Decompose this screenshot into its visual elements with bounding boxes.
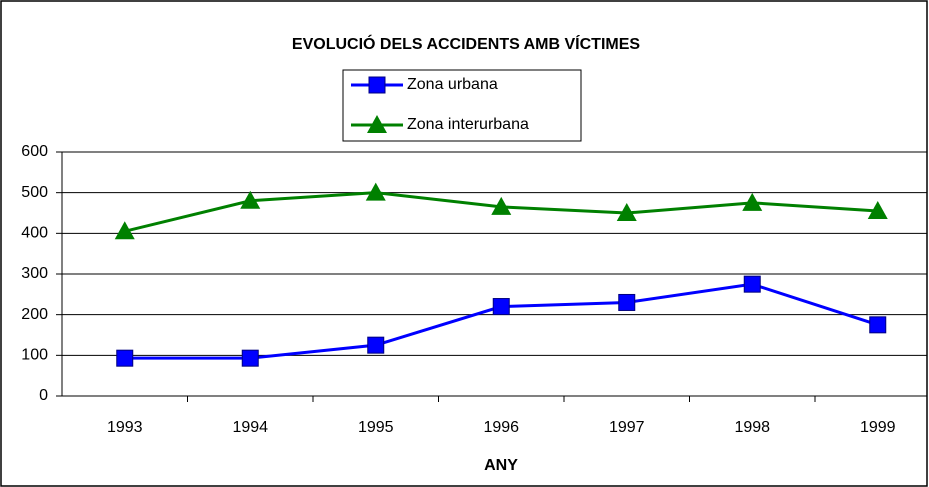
marker <box>869 316 887 334</box>
x-tick-label: 1998 <box>734 419 770 436</box>
y-tick-label: 200 <box>21 306 48 323</box>
marker <box>116 349 134 367</box>
marker <box>114 221 135 240</box>
y-tick-label: 400 <box>21 225 48 242</box>
chart-title: EVOLUCIÓ DELS ACCIDENTS AMB VÍCTIMES <box>292 34 640 53</box>
marker <box>618 293 636 311</box>
legend-label: Zona interurbana <box>407 116 529 133</box>
x-tick-label: 1996 <box>483 419 519 436</box>
legend-label: Zona urbana <box>407 76 498 93</box>
marker <box>240 190 261 209</box>
marker <box>867 200 888 219</box>
x-axis-label: ANY <box>484 457 518 474</box>
y-tick-label: 100 <box>21 347 48 364</box>
marker <box>241 349 259 367</box>
x-tick-label: 1995 <box>358 419 394 436</box>
marker <box>616 203 637 221</box>
marker <box>491 196 512 215</box>
x-tick-label: 1997 <box>609 419 645 436</box>
marker <box>365 182 386 201</box>
marker <box>742 192 763 211</box>
y-tick-label: 600 <box>21 143 48 160</box>
marker <box>492 298 510 316</box>
x-tick-label: 1994 <box>232 419 268 436</box>
marker <box>743 275 761 293</box>
x-tick-label: 1993 <box>107 419 143 436</box>
x-tick-label: 1999 <box>860 419 896 436</box>
y-tick-label: 0 <box>39 387 48 404</box>
y-tick-label: 500 <box>21 184 48 201</box>
y-tick-label: 300 <box>21 265 48 282</box>
legend-marker <box>368 76 386 94</box>
marker <box>367 336 385 354</box>
legend-marker <box>367 115 387 133</box>
